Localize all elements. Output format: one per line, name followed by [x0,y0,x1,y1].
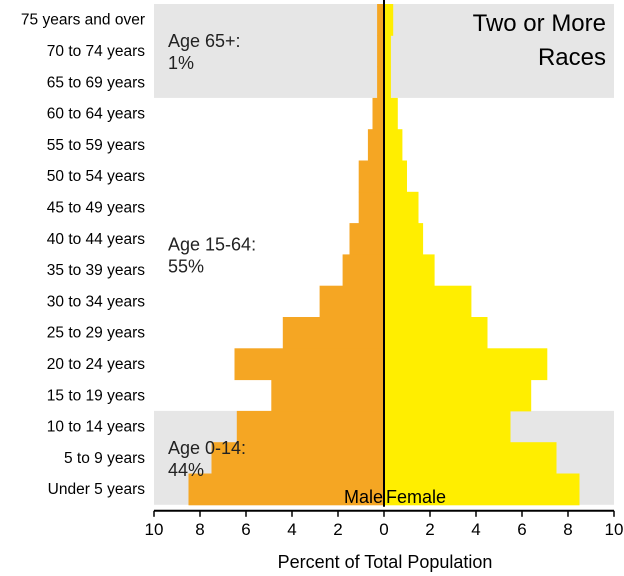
female-bar [384,191,419,224]
female-bar [384,4,394,36]
male-bar [349,223,384,255]
band-annotation-label: Age 65+: [168,31,241,51]
male-bar [377,4,384,36]
band-annotation-label: Age 15-64: [168,234,256,254]
male-bar [372,97,384,130]
chart-title-line1: Two or More [473,10,606,37]
female-bar [384,129,403,161]
x-tick-label: 8 [195,520,204,539]
female-bar [384,348,548,381]
male-bar [234,348,384,381]
male-bar [342,254,384,287]
age-group-label: 60 to 64 years [47,106,145,123]
band-annotation-value: 1% [168,53,194,73]
male-bar [188,473,384,506]
male-bar [236,410,384,443]
age-group-label: 55 to 59 years [47,137,145,154]
x-tick-label: 6 [517,520,526,539]
female-bar [384,254,435,287]
x-tick-label: 0 [379,520,388,539]
x-tick-label: 4 [287,520,296,539]
band-annotation-value: 44% [168,460,204,480]
male-bar [377,35,384,68]
female-label: Female [386,487,446,507]
age-group-label: 40 to 44 years [47,231,145,248]
x-tick-label: 8 [563,520,572,539]
bars [188,0,580,507]
age-group-label: 75 years and over [21,12,145,29]
age-group-label: 45 to 49 years [47,199,145,216]
male-bar [282,317,384,349]
female-bar [384,410,511,443]
age-group-label: 65 to 69 years [47,74,145,91]
male-label: Male [344,487,383,507]
age-group-label: 70 to 74 years [47,43,145,60]
x-tick-label: 4 [471,520,480,539]
x-axis: 10 8 6 4 2 0 2 4 6 8 10 [145,509,624,539]
age-group-label: 35 to 39 years [47,262,145,279]
male-bar [367,129,384,161]
female-bar [384,285,472,318]
age-group-label: 25 to 29 years [47,325,145,342]
male-bar [319,285,384,318]
x-tick-label: 2 [333,520,342,539]
x-tick-label: 10 [605,520,624,539]
male-bar [377,66,384,99]
female-bar [384,223,424,255]
x-tick-label: 6 [241,520,250,539]
male-bar [358,191,384,224]
female-bar [384,473,580,506]
age-group-label: 5 to 9 years [64,450,145,467]
female-bar [384,35,391,68]
age-group-label: 20 to 24 years [47,356,145,373]
band-annotations: Age 0-14:44% Age 15-64:55% Age 65+:1% [168,31,256,480]
chart-title-line2: Races [538,44,606,71]
x-tick-label: 2 [425,520,434,539]
female-bar [384,160,407,193]
age-group-label: 15 to 19 years [47,387,145,404]
age-group-labels: Under 5 years 5 to 9 years 10 to 14 years 1… [21,12,146,498]
band-annotation-value: 55% [168,256,204,276]
male-bar [358,160,384,193]
age-group-label: 50 to 54 years [47,168,145,185]
x-tick-label: 10 [145,520,164,539]
female-bar [384,379,532,412]
age-group-label: 10 to 14 years [47,419,145,436]
female-bar [384,97,398,130]
female-bar [384,442,557,474]
female-bar [384,66,391,99]
female-bar [384,317,488,349]
male-bar [211,442,384,474]
band-annotation-label: Age 0-14: [168,438,246,458]
age-group-label: Under 5 years [48,481,146,498]
age-group-label: 30 to 34 years [47,293,145,310]
x-axis-title: Percent of Total Population [278,552,493,572]
male-bar [271,379,384,412]
